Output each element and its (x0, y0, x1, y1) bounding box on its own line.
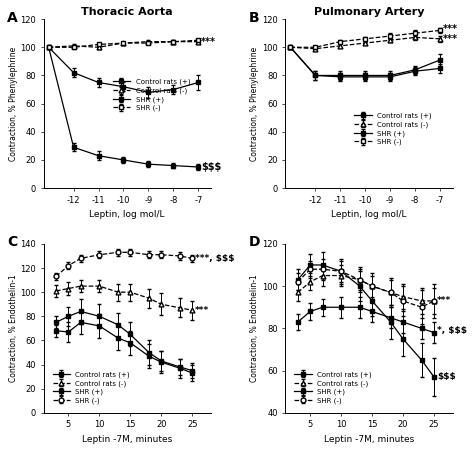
Y-axis label: Contraction, % Phenylephrine: Contraction, % Phenylephrine (9, 46, 18, 161)
X-axis label: Leptin, log mol/L: Leptin, log mol/L (331, 210, 407, 219)
Text: B: B (249, 11, 259, 25)
Y-axis label: Contraction, % Endothelin-1: Contraction, % Endothelin-1 (9, 275, 18, 382)
Text: ***, $$$: ***, $$$ (195, 254, 235, 263)
Text: ***: *** (201, 37, 216, 46)
Legend: Control rats (+), Control rats (-), SHR (+), SHR (-): Control rats (+), Control rats (-), SHR … (352, 110, 434, 147)
Text: *, $$$: *, $$$ (437, 326, 467, 335)
X-axis label: Leptin -7M, minutes: Leptin -7M, minutes (82, 435, 173, 444)
Text: ***: *** (443, 24, 457, 34)
Text: ***: *** (195, 306, 210, 315)
Text: C: C (7, 235, 17, 249)
Text: ***: *** (437, 296, 451, 305)
Y-axis label: Contraction, % Phenylephrine: Contraction, % Phenylephrine (250, 46, 259, 161)
X-axis label: Leptin, log mol/L: Leptin, log mol/L (90, 210, 165, 219)
Legend: Control rats (+), Control rats (-), SHR (+), SHR (-): Control rats (+), Control rats (-), SHR … (292, 369, 374, 406)
Text: $$$: $$$ (437, 373, 456, 382)
Y-axis label: Contraction, % Endothelin-1: Contraction, % Endothelin-1 (250, 275, 259, 382)
Legend: Control rats (+), Control rats (-), SHR (+), SHR (-): Control rats (+), Control rats (-), SHR … (110, 77, 192, 114)
Title: Thoracic Aorta: Thoracic Aorta (82, 7, 173, 17)
Legend: Control rats (+), Control rats (-), SHR (+), SHR (-): Control rats (+), Control rats (-), SHR … (51, 369, 132, 406)
Text: $$$: $$$ (201, 162, 221, 172)
Text: ***: *** (443, 34, 457, 44)
Text: A: A (7, 11, 18, 25)
Text: D: D (249, 235, 260, 249)
Title: Pulmonary Artery: Pulmonary Artery (314, 7, 424, 17)
X-axis label: Leptin -7M, minutes: Leptin -7M, minutes (324, 435, 414, 444)
